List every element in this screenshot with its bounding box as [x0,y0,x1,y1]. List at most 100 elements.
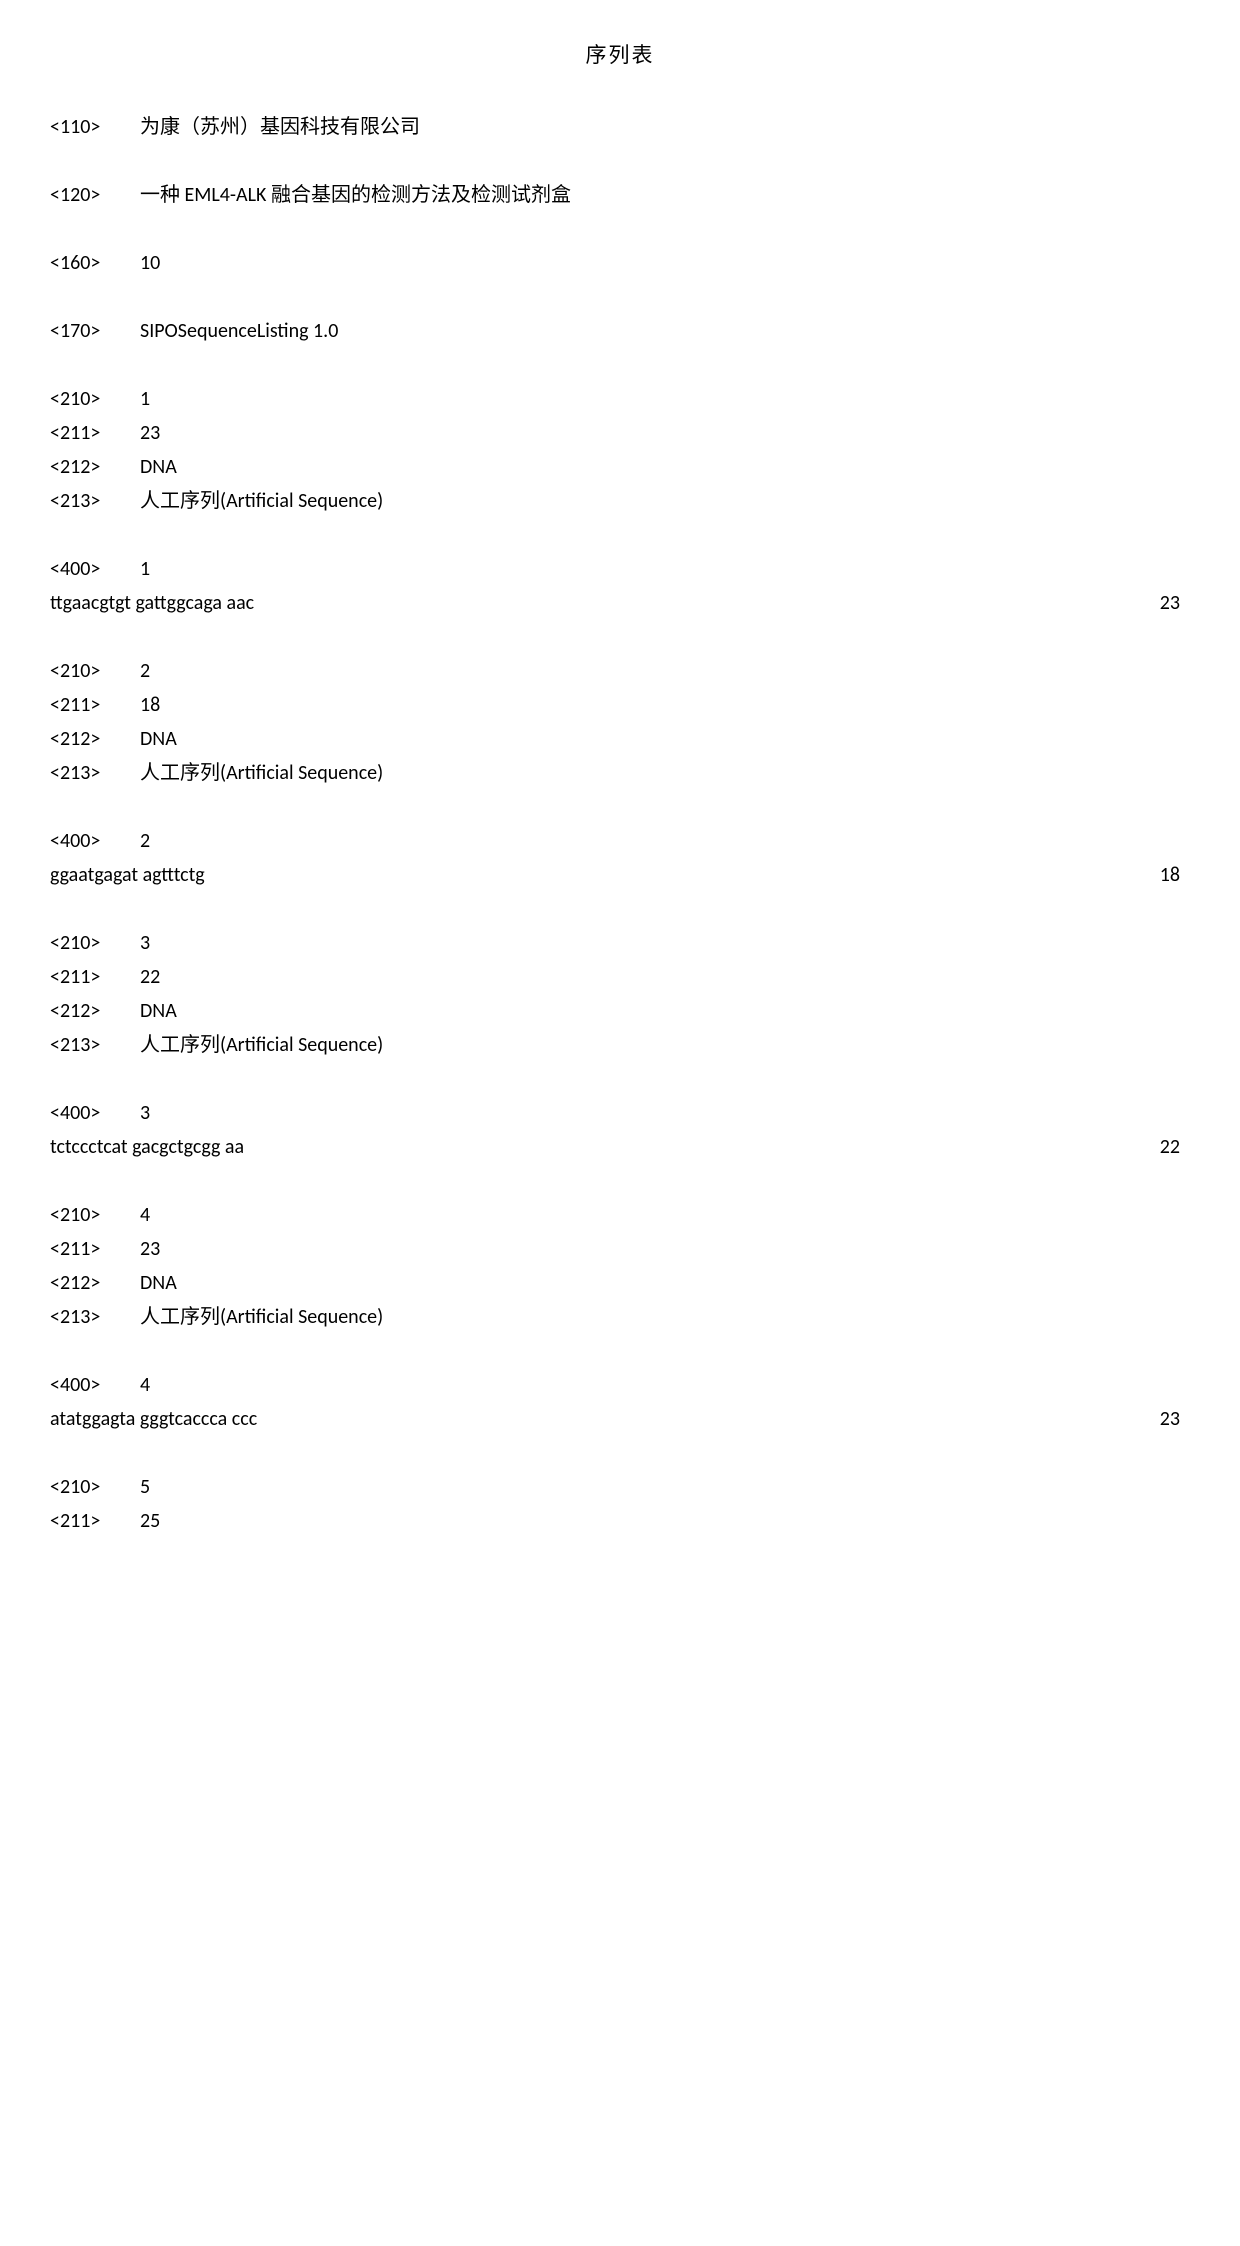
field-row: <210>2 [50,656,1190,686]
field-value: 5 [140,1472,1190,1502]
block-gap [50,622,1190,656]
field-row: <213>人工序列(Artificial Sequence) [50,1030,1190,1060]
field-row: <170>SIPOSequenceListing 1.0 [50,316,1190,346]
field-tag: <210> [50,656,140,686]
field-value: 人工序列(Artificial Sequence) [140,1302,1190,1332]
sequence-row: ttgaacgtgt gattggcaga aac23 [50,588,1190,618]
field-tag: <213> [50,1030,140,1060]
field-tag: <211> [50,418,140,448]
field-tag: <212> [50,724,140,754]
field-tag: <400> [50,826,140,856]
trailing-block: <210>5<211>25 [50,1472,1190,1536]
field-row: <210>3 [50,928,1190,958]
field-tag: <120> [50,180,140,210]
field-value: DNA [140,996,1190,1026]
field-value: 23 [140,418,1190,448]
field-tag: <211> [50,1506,140,1536]
block-gap [50,792,1190,826]
field-value: 18 [140,690,1190,720]
block-gap [50,1336,1190,1370]
field-value: 2 [140,656,1190,686]
block-gap [50,894,1190,928]
field-value: 1 [140,554,1190,584]
block-gap [50,1438,1190,1472]
block-gap [50,350,1190,384]
block-gap [50,282,1190,316]
field-row: <210>1 [50,384,1190,414]
sequence-text: tctccctcat gacgctgcgg aa [50,1132,1160,1162]
field-tag: <212> [50,452,140,482]
field-value: DNA [140,724,1190,754]
field-value: 23 [140,1234,1190,1264]
field-value: DNA [140,452,1190,482]
field-tag: <213> [50,486,140,516]
field-value: 10 [140,248,1190,278]
field-value: 25 [140,1506,1190,1536]
field-value: 22 [140,962,1190,992]
field-value: DNA [140,1268,1190,1298]
header-block: <110>为康（苏州）基因科技有限公司 <120>一种 EML4-ALK 融合基因… [50,112,1190,384]
field-value: 1 [140,384,1190,414]
field-value: 一种 EML4-ALK 融合基因的检测方法及检测试剂盒 [140,180,1190,210]
field-tag: <400> [50,1098,140,1128]
sequence-text: ggaatgagat agtttctg [50,860,1160,890]
field-value: 4 [140,1370,1190,1400]
field-row: <210>4 [50,1200,1190,1230]
document-title: 序列表 [50,40,1190,72]
field-row: <213>人工序列(Artificial Sequence) [50,486,1190,516]
field-value: 3 [140,928,1190,958]
block-gap [50,1064,1190,1098]
block-gap [50,146,1190,180]
field-tag: <212> [50,1268,140,1298]
field-row: <211>18 [50,690,1190,720]
field-tag: <213> [50,758,140,788]
field-row: <211>25 [50,1506,1190,1536]
field-row: <400>3 [50,1098,1190,1128]
field-value: 人工序列(Artificial Sequence) [140,758,1190,788]
field-tag: <400> [50,554,140,584]
field-tag: <211> [50,690,140,720]
field-row: <120>一种 EML4-ALK 融合基因的检测方法及检测试剂盒 [50,180,1190,210]
field-row: <400>4 [50,1370,1190,1400]
sequence-row: atatggagta gggtcaccca ccc23 [50,1404,1190,1434]
field-tag: <210> [50,928,140,958]
field-tag: <210> [50,1200,140,1230]
field-value: 4 [140,1200,1190,1230]
sequences-block: <210>1<211>23<212>DNA<213>人工序列(Artificia… [50,384,1190,1472]
field-tag: <110> [50,112,140,142]
field-tag: <210> [50,1472,140,1502]
field-row: <400>2 [50,826,1190,856]
sequence-length: 22 [1160,1132,1190,1162]
field-row: <213>人工序列(Artificial Sequence) [50,758,1190,788]
field-row: <210>5 [50,1472,1190,1502]
field-row: <110>为康（苏州）基因科技有限公司 [50,112,1190,142]
sequence-row: tctccctcat gacgctgcgg aa22 [50,1132,1190,1162]
field-row: <211>22 [50,962,1190,992]
field-row: <211>23 [50,1234,1190,1264]
block-gap [50,214,1190,248]
block-gap [50,1166,1190,1200]
field-value: SIPOSequenceListing 1.0 [140,316,1190,346]
field-value: 人工序列(Artificial Sequence) [140,1030,1190,1060]
field-row: <400>1 [50,554,1190,584]
sequence-length: 23 [1160,1404,1190,1434]
field-row: <160>10 [50,248,1190,278]
sequence-text: ttgaacgtgt gattggcaga aac [50,588,1160,618]
field-row: <212>DNA [50,996,1190,1026]
field-tag: <160> [50,248,140,278]
field-row: <211>23 [50,418,1190,448]
field-value: 2 [140,826,1190,856]
field-tag: <211> [50,1234,140,1264]
sequence-text: atatggagta gggtcaccca ccc [50,1404,1160,1434]
field-row: <212>DNA [50,1268,1190,1298]
field-tag: <210> [50,384,140,414]
field-value: 为康（苏州）基因科技有限公司 [140,112,1190,142]
field-row: <213>人工序列(Artificial Sequence) [50,1302,1190,1332]
block-gap [50,520,1190,554]
field-tag: <212> [50,996,140,1026]
field-tag: <400> [50,1370,140,1400]
sequence-length: 23 [1160,588,1190,618]
field-row: <212>DNA [50,724,1190,754]
field-tag: <211> [50,962,140,992]
field-tag: <170> [50,316,140,346]
